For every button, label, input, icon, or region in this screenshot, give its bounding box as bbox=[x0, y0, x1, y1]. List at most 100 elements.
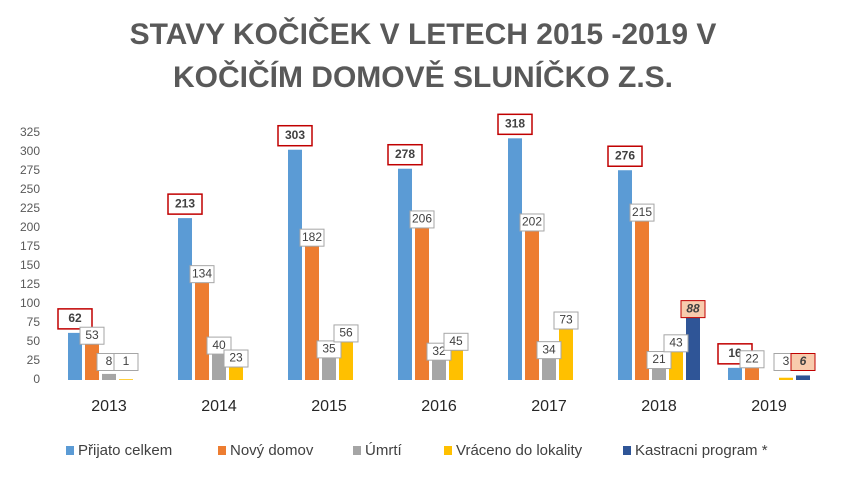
value-label-box bbox=[113, 353, 139, 371]
value-label: 43 bbox=[663, 334, 689, 353]
bar bbox=[525, 226, 539, 380]
legend-swatch bbox=[66, 446, 74, 455]
legend-swatch bbox=[444, 446, 452, 455]
value-label-text: 23 bbox=[229, 351, 243, 365]
bar bbox=[288, 149, 302, 380]
value-label-text: 22 bbox=[745, 351, 759, 365]
value-label-box bbox=[629, 203, 655, 222]
value-label-box bbox=[189, 265, 215, 284]
value-label-box bbox=[519, 213, 545, 232]
legend-swatch bbox=[218, 446, 226, 455]
x-tick-label: 2016 bbox=[421, 398, 457, 415]
value-label-text: 202 bbox=[522, 215, 542, 229]
value-label: 73 bbox=[553, 311, 579, 330]
value-label-box bbox=[333, 324, 359, 343]
value-label-text: 3 bbox=[783, 354, 790, 368]
legend-swatch bbox=[353, 446, 361, 455]
value-label-box bbox=[536, 341, 562, 360]
value-label-text: 88 bbox=[686, 301, 700, 315]
value-label-text: 278 bbox=[395, 147, 415, 161]
bar bbox=[635, 216, 649, 380]
value-label: 34 bbox=[536, 341, 562, 360]
y-tick-label: 25 bbox=[27, 353, 41, 367]
y-tick-label: 150 bbox=[20, 258, 40, 272]
legend-label: Přijato celkem bbox=[78, 442, 172, 459]
y-tick-label: 300 bbox=[20, 144, 40, 158]
value-label: 182 bbox=[299, 228, 325, 247]
value-label-text: 303 bbox=[285, 128, 305, 142]
value-label: 215 bbox=[629, 203, 655, 222]
legend-swatch bbox=[623, 446, 631, 455]
value-label: 21 bbox=[646, 351, 672, 370]
x-tick-label: 2017 bbox=[531, 398, 567, 415]
value-label-box bbox=[223, 349, 249, 368]
bar bbox=[398, 168, 412, 380]
bar bbox=[339, 337, 353, 380]
bar bbox=[559, 324, 573, 380]
bar bbox=[686, 313, 700, 380]
value-label-box bbox=[167, 193, 203, 215]
y-tick-label: 225 bbox=[20, 201, 40, 215]
value-label-text: 43 bbox=[669, 335, 683, 349]
legend-label: Vráceno do lokality bbox=[456, 442, 583, 459]
value-label-text: 8 bbox=[106, 354, 113, 368]
value-label-text: 6 bbox=[800, 354, 807, 368]
legend-item: Kastracni program * bbox=[623, 442, 768, 459]
legend-item: Úmrtí bbox=[353, 442, 402, 459]
bar bbox=[669, 347, 683, 380]
legend-item: Přijato celkem bbox=[66, 442, 172, 459]
value-label-text: 73 bbox=[559, 313, 573, 327]
y-tick-label: 75 bbox=[27, 315, 41, 329]
bar bbox=[119, 379, 133, 380]
value-label-text: 53 bbox=[85, 328, 99, 342]
value-label: 45 bbox=[443, 332, 469, 351]
bar bbox=[432, 355, 446, 380]
value-label-text: 16 bbox=[728, 346, 742, 360]
value-label: 1 bbox=[113, 353, 139, 371]
y-tick-label: 100 bbox=[20, 296, 40, 310]
value-label-box bbox=[553, 311, 579, 330]
bar bbox=[508, 138, 522, 380]
y-tick-label: 125 bbox=[20, 277, 40, 291]
value-label-text: 1 bbox=[123, 354, 130, 368]
value-label: 202 bbox=[519, 213, 545, 232]
legend-label: Kastracni program * bbox=[635, 442, 768, 459]
y-tick-label: 0 bbox=[33, 372, 40, 386]
y-tick-label: 50 bbox=[27, 334, 41, 348]
legend-label: Úmrtí bbox=[365, 442, 402, 459]
bar bbox=[542, 354, 556, 380]
value-label: 134 bbox=[189, 265, 215, 284]
value-label: 35 bbox=[316, 340, 342, 359]
bar bbox=[728, 367, 742, 380]
bar bbox=[195, 278, 209, 380]
value-label-text: 35 bbox=[322, 342, 336, 356]
value-label: 23 bbox=[223, 349, 249, 368]
value-label: 278 bbox=[387, 143, 423, 166]
bar bbox=[85, 339, 99, 380]
value-label-box bbox=[663, 334, 689, 353]
value-label: 56 bbox=[333, 324, 359, 343]
x-tick-label: 2013 bbox=[91, 398, 127, 415]
value-label-text: 318 bbox=[505, 116, 525, 130]
value-label-box bbox=[790, 353, 816, 371]
value-label-text: 21 bbox=[652, 352, 666, 366]
value-label-text: 213 bbox=[175, 196, 195, 210]
value-label-box bbox=[607, 145, 643, 167]
chart-title: STAVY KOČIČEK V LETECH 2015 -2019 V bbox=[130, 17, 717, 51]
y-tick-label: 275 bbox=[20, 163, 40, 177]
bar bbox=[618, 170, 632, 380]
bar bbox=[322, 353, 336, 380]
bar bbox=[415, 223, 429, 380]
value-label-text: 32 bbox=[432, 344, 446, 358]
y-tick-label: 200 bbox=[20, 220, 40, 234]
y-tick-label: 250 bbox=[20, 182, 40, 196]
legend-item: Vráceno do lokality bbox=[444, 442, 583, 459]
bar bbox=[102, 373, 116, 380]
value-label-box bbox=[79, 326, 105, 345]
value-label-box bbox=[443, 332, 469, 351]
value-label-box bbox=[409, 210, 435, 229]
bar bbox=[779, 377, 793, 380]
bar bbox=[68, 332, 82, 380]
y-tick-label: 325 bbox=[20, 125, 40, 139]
